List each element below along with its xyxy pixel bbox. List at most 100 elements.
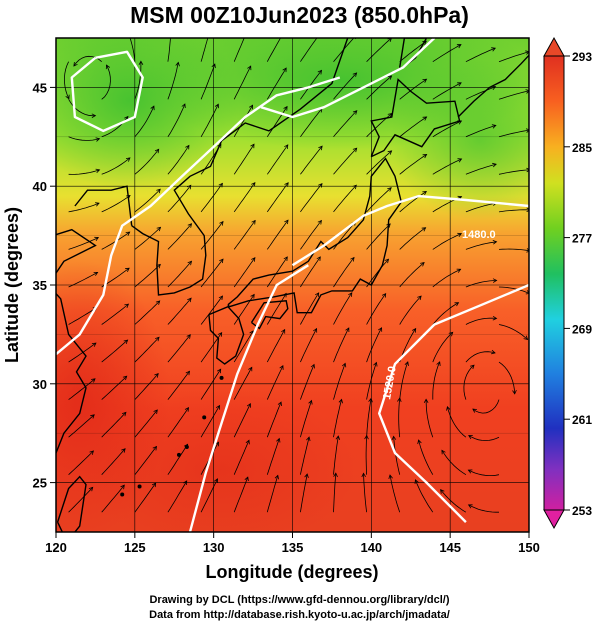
streamline <box>266 329 286 363</box>
streamline <box>101 195 131 213</box>
coastlines <box>56 38 529 532</box>
streamline-arrow <box>282 67 287 73</box>
streamline <box>498 286 529 294</box>
x-axis: 120 125 130 135 140 145 150 <box>45 532 540 555</box>
coastline <box>221 38 349 142</box>
streamline-arrow <box>284 182 289 187</box>
streamline <box>101 484 125 513</box>
coastline <box>227 157 403 314</box>
streamline <box>68 342 97 363</box>
colorbar-label: 253 <box>572 504 592 518</box>
streamline <box>463 364 475 400</box>
streamline <box>101 412 127 438</box>
streamline <box>363 473 367 513</box>
height-contour <box>70 50 144 133</box>
streamline <box>300 364 315 400</box>
streamline-arrow <box>318 183 323 188</box>
streamline <box>68 450 94 475</box>
streamline <box>68 169 100 175</box>
streamline-arrow <box>122 375 128 381</box>
streamline <box>167 407 189 438</box>
streamline-arrow <box>525 89 529 94</box>
x-tick-label: 140 <box>360 540 382 555</box>
colorbar-top-triangle <box>543 36 565 57</box>
streamline <box>266 106 288 138</box>
streamline-arrow <box>352 72 358 77</box>
streamline-arrow <box>472 408 477 413</box>
streamline <box>167 103 186 138</box>
streamline-arrow <box>387 150 393 155</box>
streamline <box>432 302 459 325</box>
streamline-arrow <box>282 292 287 298</box>
streamline-arrow <box>138 60 144 65</box>
streamline-arrow <box>215 404 221 410</box>
streamline-arrow <box>150 105 155 111</box>
streamline <box>233 38 245 62</box>
coastline <box>56 475 87 532</box>
y-axis-label: Latitude (degrees) <box>2 207 22 363</box>
streamline <box>399 154 427 175</box>
streamline-arrow <box>183 480 188 486</box>
streamline-arrow <box>282 30 285 34</box>
streamline-arrow <box>313 327 318 333</box>
streamline <box>465 317 497 325</box>
height-contour <box>291 194 529 267</box>
streamline-arrow <box>105 64 111 70</box>
streamline-arrow <box>250 143 255 149</box>
streamline <box>167 62 179 100</box>
x-tick-label: 120 <box>45 540 67 555</box>
streamline-arrow <box>155 336 160 342</box>
streamline <box>233 220 256 250</box>
streamline-arrow <box>219 220 224 226</box>
contour-label-1520: 1520.0 <box>381 365 399 400</box>
streamline <box>300 108 323 138</box>
streamline-arrow <box>121 448 126 453</box>
streamline <box>366 75 392 100</box>
streamline-arrow <box>441 449 446 455</box>
streamline-arrow <box>90 414 95 419</box>
streamline <box>233 65 252 100</box>
streamline <box>300 400 312 438</box>
streamline <box>399 361 409 400</box>
streamline <box>333 38 355 62</box>
streamline <box>399 262 425 288</box>
streamline <box>200 183 223 213</box>
streamline <box>366 38 392 62</box>
colorbar-bottom-triangle <box>543 509 565 530</box>
streamline <box>134 373 159 400</box>
streamline <box>399 191 427 213</box>
streamline-arrow <box>91 378 96 383</box>
streamline-arrow <box>384 258 390 264</box>
streamline <box>498 248 529 252</box>
streamline <box>393 436 401 475</box>
streamline <box>333 147 357 175</box>
streamline <box>432 44 462 63</box>
colorbar-label: 277 <box>572 232 592 246</box>
streamline <box>134 188 161 213</box>
wind-streamlines <box>63 30 529 513</box>
streamline-arrow <box>317 32 321 36</box>
streamline <box>167 480 188 513</box>
colorbar-label: 261 <box>572 413 592 427</box>
streamline <box>167 145 190 175</box>
streamline-arrow <box>217 332 223 337</box>
streamline-arrow <box>417 295 422 301</box>
streamline <box>134 105 155 138</box>
streamline <box>134 61 142 100</box>
streamline <box>432 120 462 138</box>
streamline-arrow <box>436 361 441 366</box>
streamline-arrow <box>95 168 101 173</box>
streamline <box>200 38 209 62</box>
streamline-arrow <box>187 297 192 303</box>
streamline <box>68 487 93 513</box>
colorbar-label: 293 <box>572 50 592 64</box>
streamline <box>366 150 392 175</box>
streamline-arrow <box>368 397 373 403</box>
streamline-arrow <box>251 257 256 262</box>
streamline-arrow <box>456 268 462 273</box>
streamline <box>68 414 95 438</box>
streamline-arrow <box>317 69 323 75</box>
island <box>137 484 142 489</box>
y-tick-label: 25 <box>33 476 47 491</box>
streamline <box>333 184 357 213</box>
